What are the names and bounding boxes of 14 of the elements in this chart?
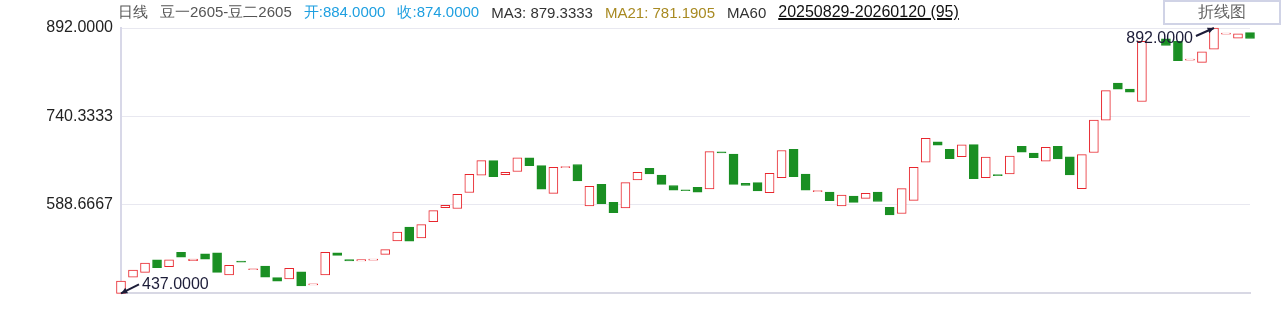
text: MA21: 781.1905 — [604, 3, 716, 21]
chart-subtitle: 豆一2605-豆二2605 — [160, 2, 292, 22]
text: 开:884.0000 — [303, 2, 386, 22]
text: 收:874.0000 — [397, 2, 480, 22]
annotation: 892.0000 — [1126, 29, 1194, 47]
y-tick-label: 892.0000 — [46, 18, 114, 36]
y-tick-label: 588.6667 — [46, 195, 114, 213]
text: MA3: 879.3333 — [491, 3, 593, 21]
text: 折线图 — [1163, 0, 1281, 25]
y-tick-label: 740.3333 — [46, 106, 114, 124]
text: MA60 — [727, 3, 767, 21]
chart-title: 日线 — [118, 2, 148, 22]
annotation: 437.0000 — [142, 274, 209, 292]
text: 20250829-20260120 (95) — [778, 3, 959, 21]
